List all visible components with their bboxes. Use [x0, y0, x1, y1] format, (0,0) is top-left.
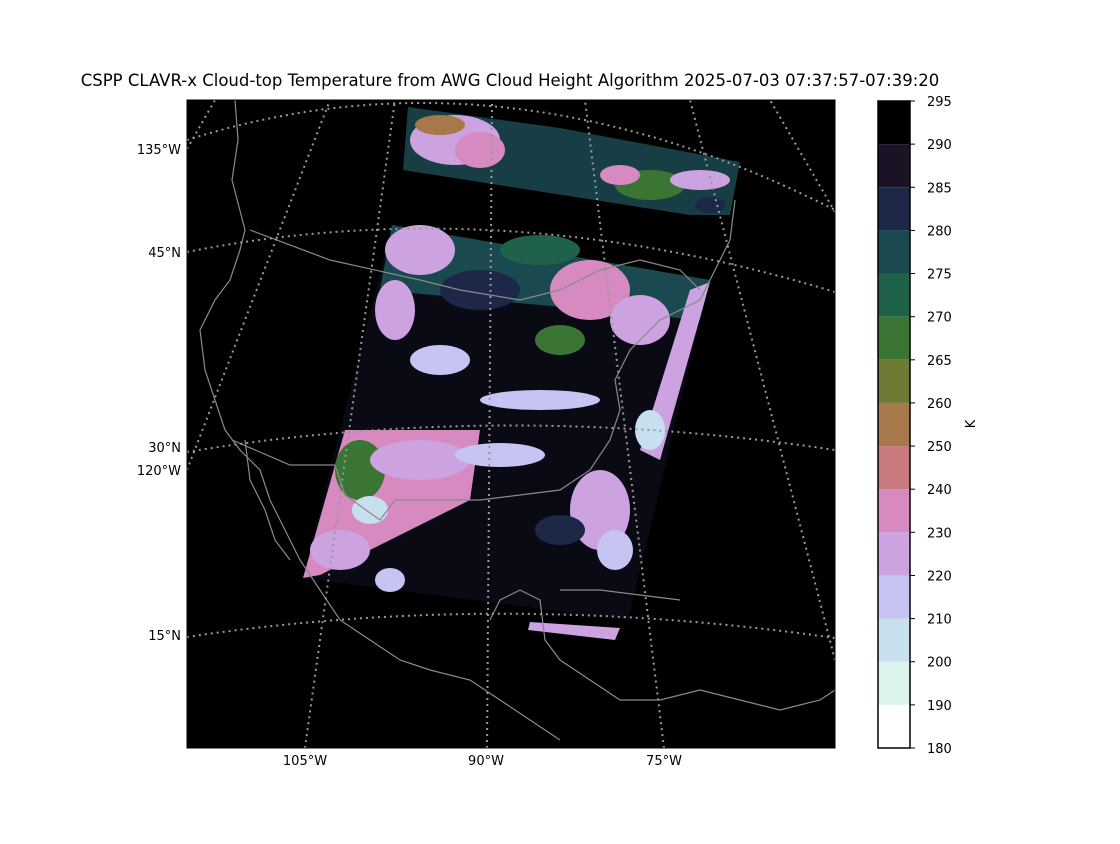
colorbar-band	[878, 704, 910, 748]
colorbar-tick-label: 285	[927, 181, 952, 196]
colorbar-frame	[877, 100, 911, 749]
lon-label: 135°W	[137, 143, 181, 158]
colorbar-tick-label: 270	[927, 311, 952, 326]
colorbar-tick-label: 200	[927, 656, 952, 671]
colorbar-tick-label: 210	[927, 613, 952, 628]
colorbar-tick-label: 250	[927, 440, 952, 455]
colorbar-tick-label: 190	[927, 699, 952, 714]
colorbar-band	[878, 187, 910, 231]
colorbar-band	[878, 359, 910, 403]
map	[187, 100, 835, 748]
lat-label: 15°N	[148, 629, 181, 644]
lat-label: 30°N	[148, 441, 181, 456]
colorbar-band	[878, 489, 910, 533]
colorbar-band	[878, 532, 910, 576]
colorbar: 180 190 200 210 220 230 240 250 260 265 270 275 280 2…	[877, 95, 952, 757]
colorbar-tick-label: 240	[927, 483, 952, 498]
lon-label: 120°W	[137, 464, 181, 479]
main-swath	[303, 225, 710, 640]
colorbar-tick-label: 230	[927, 526, 952, 541]
colorbar-tick-label: 295	[927, 95, 952, 110]
lon-label: 105°W	[283, 754, 327, 769]
colorbar-tick-label: 260	[927, 397, 952, 412]
graticule	[187, 100, 835, 748]
colorbar-band	[878, 144, 910, 188]
title: CSPP CLAVR-x Cloud-top Temperature from …	[81, 71, 940, 90]
upper-swath	[403, 107, 740, 215]
coastlines	[199, 100, 835, 741]
lat-label: 45°N	[148, 246, 181, 261]
colorbar-band	[878, 618, 910, 662]
colorbar-band	[878, 661, 910, 705]
lon-label: 90°W	[468, 754, 504, 769]
colorbar-band	[878, 316, 910, 360]
colorbar-band	[878, 273, 910, 317]
colorbar-tick-label: 280	[927, 224, 952, 239]
colorbar-band	[878, 230, 910, 274]
colorbar-tick-label: 180	[927, 742, 952, 757]
colorbar-band	[878, 575, 910, 619]
colorbar-tick-label: 220	[927, 569, 952, 584]
map-frame	[186, 99, 836, 749]
colorbar-band	[878, 101, 910, 145]
colorbar-band	[878, 402, 910, 447]
lon-label: 75°W	[646, 754, 682, 769]
colorbar-tick-label: 290	[927, 138, 952, 153]
colorbar-label: K	[964, 419, 979, 428]
colorbar-band	[878, 446, 910, 490]
colorbar-tick-label: 265	[927, 354, 952, 369]
colorbar-tick-label: 275	[927, 268, 952, 283]
